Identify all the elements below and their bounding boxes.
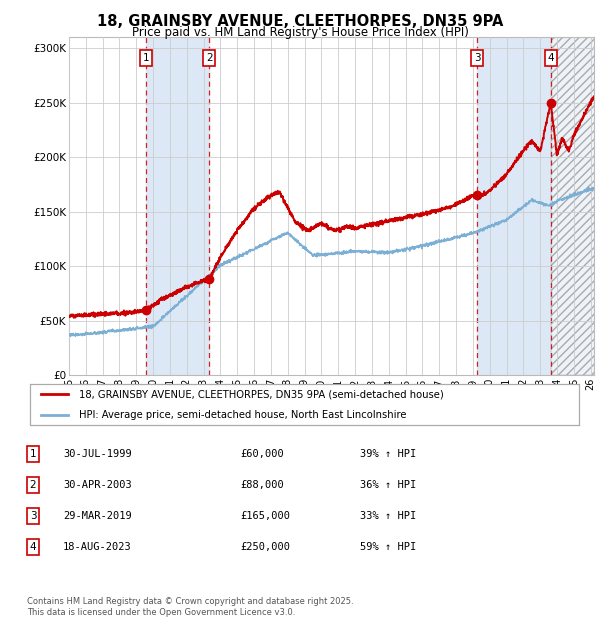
Text: 3: 3 (474, 53, 481, 63)
Text: £60,000: £60,000 (240, 449, 284, 459)
Text: 29-MAR-2019: 29-MAR-2019 (63, 511, 132, 521)
Text: 2: 2 (29, 480, 37, 490)
Text: £88,000: £88,000 (240, 480, 284, 490)
Bar (477, 37, 551, 375)
Text: 18, GRAINSBY AVENUE, CLEETHORPES, DN35 9PA: 18, GRAINSBY AVENUE, CLEETHORPES, DN35 9… (97, 14, 503, 29)
Text: 36% ↑ HPI: 36% ↑ HPI (360, 480, 416, 490)
Text: £250,000: £250,000 (240, 542, 290, 552)
Text: 30-APR-2003: 30-APR-2003 (63, 480, 132, 490)
Text: Price paid vs. HM Land Registry's House Price Index (HPI): Price paid vs. HM Land Registry's House … (131, 26, 469, 39)
Text: 4: 4 (29, 542, 37, 552)
Text: 1: 1 (143, 53, 149, 63)
Text: Contains HM Land Registry data © Crown copyright and database right 2025.
This d: Contains HM Land Registry data © Crown c… (27, 598, 353, 617)
Text: 30-JUL-1999: 30-JUL-1999 (63, 449, 132, 459)
Text: HPI: Average price, semi-detached house, North East Lincolnshire: HPI: Average price, semi-detached house,… (79, 410, 407, 420)
Bar (551, 37, 599, 375)
Text: 1: 1 (29, 449, 37, 459)
Bar (551, 37, 599, 375)
Text: £165,000: £165,000 (240, 511, 290, 521)
Bar (146, 37, 209, 375)
Text: 4: 4 (547, 53, 554, 63)
Text: 18-AUG-2023: 18-AUG-2023 (63, 542, 132, 552)
Text: 3: 3 (29, 511, 37, 521)
Text: 18, GRAINSBY AVENUE, CLEETHORPES, DN35 9PA (semi-detached house): 18, GRAINSBY AVENUE, CLEETHORPES, DN35 9… (79, 389, 444, 399)
Text: 39% ↑ HPI: 39% ↑ HPI (360, 449, 416, 459)
Text: 59% ↑ HPI: 59% ↑ HPI (360, 542, 416, 552)
Text: 33% ↑ HPI: 33% ↑ HPI (360, 511, 416, 521)
Text: 2: 2 (206, 53, 212, 63)
